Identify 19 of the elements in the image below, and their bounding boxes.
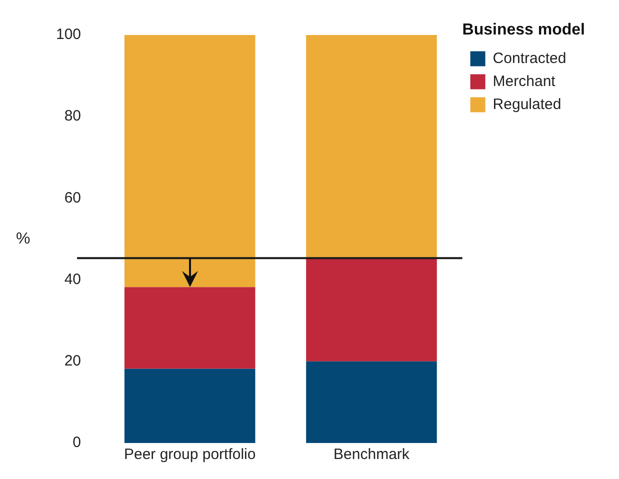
x-tick-label: Benchmark [334,446,410,464]
y-tick-label: 80 [64,108,82,125]
y-tick-label: 20 [64,352,82,370]
y-axis-title: % [16,230,30,248]
legend-label: Merchant [492,72,556,90]
legend-label: Contracted [492,50,566,67]
y-tick-label: 0 [72,434,82,452]
legend-label: Regulated [492,96,562,113]
bar [124,35,256,288]
bar [124,368,256,443]
bar [306,258,437,362]
bar [306,361,437,443]
y-tick-label: 100 [56,26,82,44]
legend-title: Business model [462,21,585,38]
y-tick-label: 40 [64,270,82,288]
y-tick-label: 60 [64,189,82,206]
x-tick-label: Peer group portfolio [124,446,256,464]
bar [124,287,256,369]
bar [306,35,437,258]
